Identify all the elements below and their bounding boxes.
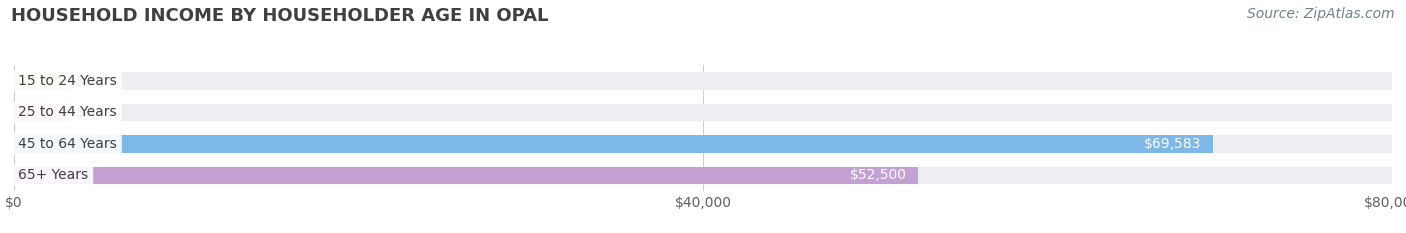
Text: HOUSEHOLD INCOME BY HOUSEHOLDER AGE IN OPAL: HOUSEHOLD INCOME BY HOUSEHOLDER AGE IN O… xyxy=(11,7,548,25)
Bar xyxy=(14,135,1212,153)
Text: 45 to 64 Years: 45 to 64 Years xyxy=(18,137,117,151)
Text: Source: ZipAtlas.com: Source: ZipAtlas.com xyxy=(1247,7,1395,21)
Bar xyxy=(14,135,1392,153)
Bar xyxy=(14,104,69,121)
Text: $52,500: $52,500 xyxy=(851,168,907,182)
Bar xyxy=(14,167,918,184)
Text: $0: $0 xyxy=(76,74,94,88)
Text: $69,583: $69,583 xyxy=(1144,137,1202,151)
Text: 25 to 44 Years: 25 to 44 Years xyxy=(18,105,117,120)
Text: 15 to 24 Years: 15 to 24 Years xyxy=(18,74,117,88)
Bar xyxy=(14,72,69,90)
Bar xyxy=(14,104,1392,121)
Text: 65+ Years: 65+ Years xyxy=(18,168,89,182)
Text: $0: $0 xyxy=(76,105,94,120)
Bar xyxy=(14,72,1392,90)
Bar xyxy=(14,167,1392,184)
